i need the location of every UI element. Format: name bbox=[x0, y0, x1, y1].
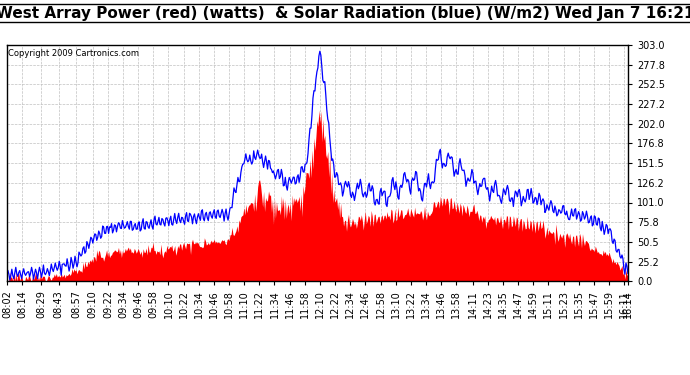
Text: West Array Power (red) (watts)  & Solar Radiation (blue) (W/m2) Wed Jan 7 16:21: West Array Power (red) (watts) & Solar R… bbox=[0, 6, 690, 21]
Text: Copyright 2009 Cartronics.com: Copyright 2009 Cartronics.com bbox=[8, 48, 139, 57]
